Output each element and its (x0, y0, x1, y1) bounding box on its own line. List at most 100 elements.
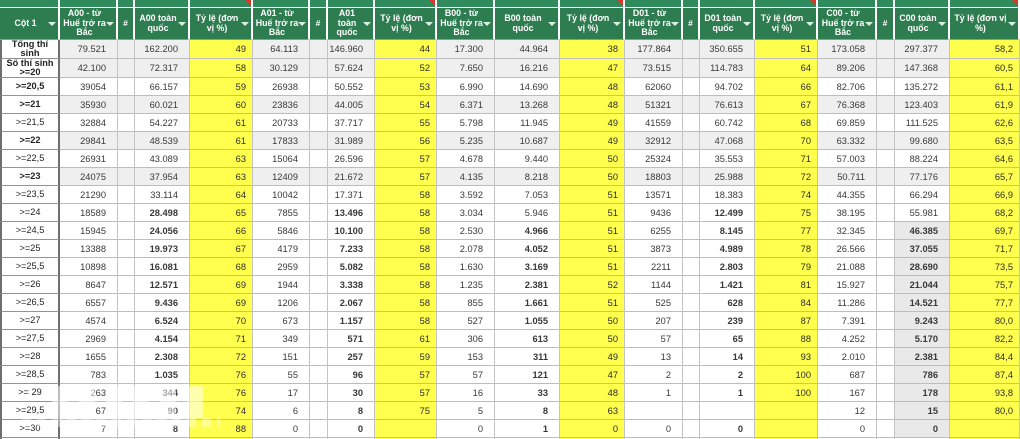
cell-a01_hash[interactable] (310, 132, 328, 150)
column-header-a00_hue[interactable]: A00 - từ Huế trở ra Bắc (60, 8, 118, 40)
cell-a00_tyle[interactable]: 60 (190, 96, 253, 114)
cell-label[interactable]: >=21 (0, 96, 60, 114)
cell-d01_hash[interactable] (683, 114, 700, 132)
filter-chevron-icon[interactable] (178, 21, 186, 26)
cell-a00_tyle[interactable]: 65 (190, 204, 253, 222)
cell-b00_tyle[interactable]: 48 (560, 96, 625, 114)
cell-d01_tyle[interactable]: 81 (755, 276, 818, 294)
cell-d01_hash[interactable] (683, 420, 700, 438)
cell-label[interactable]: >=25,5 (0, 258, 60, 276)
cell-b00_tq[interactable]: 4.966 (495, 222, 560, 240)
cell-d01_tq[interactable]: 1 (700, 384, 755, 402)
cell-b00_tyle[interactable]: 51 (560, 258, 625, 276)
cell-a01_tyle[interactable]: 58 (375, 258, 437, 276)
cell-c00_tyle[interactable]: 61,1 (950, 78, 1020, 96)
cell-a01_hue[interactable]: 15064 (253, 150, 310, 168)
cell-d01_tq[interactable]: 47.068 (700, 132, 755, 150)
cell-a01_tq[interactable]: 30 (328, 384, 375, 402)
cell-a01_tyle[interactable]: 58 (375, 294, 437, 312)
cell-a01_tq[interactable]: 17.371 (328, 186, 375, 204)
cell-c00_tyle[interactable] (950, 420, 1020, 438)
cell-d01_tq[interactable]: 18.383 (700, 186, 755, 204)
cell-b00_hue[interactable]: 7.650 (437, 59, 495, 78)
cell-b00_tq[interactable]: 4.052 (495, 240, 560, 258)
cell-c00_tq[interactable]: 786 (895, 366, 950, 384)
cell-a01_hue[interactable]: 23836 (253, 96, 310, 114)
cell-a01_hue[interactable]: 0 (253, 420, 310, 438)
cell-c00_tyle[interactable]: 71,7 (950, 240, 1020, 258)
cell-a01_tq[interactable]: 50.552 (328, 78, 375, 96)
cell-label[interactable]: >=23 (0, 168, 60, 186)
cell-a01_hue[interactable]: 12409 (253, 168, 310, 186)
cell-a01_tq[interactable]: 7.233 (328, 240, 375, 258)
cell-d01_tq[interactable]: 12.499 (700, 204, 755, 222)
cell-b00_tyle[interactable]: 51 (560, 204, 625, 222)
cell-a01_hue[interactable]: 10042 (253, 186, 310, 204)
cell-a00_hue[interactable]: 29841 (60, 132, 118, 150)
cell-a01_tq[interactable]: 257 (328, 348, 375, 366)
cell-c00_tq[interactable]: 178 (895, 384, 950, 402)
cell-a01_hash[interactable] (310, 96, 328, 114)
cell-d01_tyle[interactable]: 88 (755, 330, 818, 348)
cell-a00_tq[interactable]: 33.114 (135, 186, 190, 204)
cell-a00_hue[interactable]: 263 (60, 384, 118, 402)
filter-chevron-icon[interactable] (425, 21, 433, 26)
cell-a00_tq[interactable]: 28.498 (135, 204, 190, 222)
cell-c00_hue[interactable]: 15.927 (818, 276, 877, 294)
cell-b00_tq[interactable]: 33 (495, 384, 560, 402)
cell-b00_tyle[interactable]: 52 (560, 276, 625, 294)
cell-b00_tq[interactable]: 7.053 (495, 186, 560, 204)
cell-c00_tyle[interactable]: 93,8 (950, 384, 1020, 402)
column-header-d01_hue[interactable]: D01 - từ Huế trở ra Bắc (625, 8, 683, 40)
cell-b00_tyle[interactable]: 50 (560, 168, 625, 186)
cell-d01_tq[interactable]: 1.421 (700, 276, 755, 294)
cell-a01_tyle[interactable]: 59 (375, 348, 437, 366)
cell-c00_tyle[interactable]: 80,0 (950, 312, 1020, 330)
cell-label[interactable]: >=27,5 (0, 330, 60, 348)
cell-a00_hash[interactable] (118, 59, 135, 78)
cell-a01_hash[interactable] (310, 294, 328, 312)
cell-b00_tyle[interactable]: 50 (560, 312, 625, 330)
cell-b00_tyle[interactable]: 48 (560, 384, 625, 402)
cell-c00_hue[interactable]: 7.391 (818, 312, 877, 330)
cell-a00_tq[interactable]: 2.308 (135, 348, 190, 366)
cell-label[interactable]: >=20,5 (0, 78, 60, 96)
cell-a01_hue[interactable]: 673 (253, 312, 310, 330)
cell-b00_tyle[interactable]: 50 (560, 330, 625, 348)
cell-c00_hash[interactable] (877, 168, 895, 186)
cell-a01_tyle[interactable]: 57 (375, 384, 437, 402)
cell-d01_hash[interactable] (683, 276, 700, 294)
cell-b00_hue[interactable]: 5.798 (437, 114, 495, 132)
cell-a01_tyle[interactable]: 58 (375, 312, 437, 330)
cell-a00_tyle[interactable]: 70 (190, 312, 253, 330)
cell-c00_hash[interactable] (877, 240, 895, 258)
cell-label[interactable]: >=25 (0, 240, 60, 258)
cell-b00_hue[interactable]: 5.235 (437, 132, 495, 150)
cell-d01_tyle[interactable]: 68 (755, 114, 818, 132)
cell-d01_hue[interactable]: 13 (625, 348, 683, 366)
cell-label[interactable]: >=28 (0, 348, 60, 366)
cell-d01_tq[interactable]: 114.783 (700, 59, 755, 78)
cell-b00_tq[interactable]: 44.964 (495, 40, 560, 59)
cell-a00_hue[interactable]: 35930 (60, 96, 118, 114)
cell-d01_hue[interactable]: 25324 (625, 150, 683, 168)
column-header-a00_tyle[interactable]: Tỷ lệ (đơn vị %) (190, 8, 253, 40)
filter-chevron-icon[interactable] (363, 21, 371, 26)
cell-c00_hue[interactable]: 38.195 (818, 204, 877, 222)
cell-d01_tyle[interactable]: 70 (755, 132, 818, 150)
cell-a00_tyle[interactable]: 71 (190, 330, 253, 348)
cell-c00_tyle[interactable]: 61,9 (950, 96, 1020, 114)
cell-d01_tyle[interactable]: 78 (755, 240, 818, 258)
cell-a01_hue[interactable]: 20733 (253, 114, 310, 132)
cell-d01_tyle[interactable]: 64 (755, 59, 818, 78)
cell-b00_tq[interactable]: 3.169 (495, 258, 560, 276)
column-header-d01_tq[interactable]: D01 toàn quốc (700, 8, 755, 40)
cell-a00_hash[interactable] (118, 312, 135, 330)
cell-a00_tyle[interactable]: 66 (190, 222, 253, 240)
cell-a00_tyle[interactable]: 76 (190, 384, 253, 402)
cell-a01_hash[interactable] (310, 114, 328, 132)
cell-a00_hue[interactable]: 4574 (60, 312, 118, 330)
cell-label[interactable]: >=22 (0, 132, 60, 150)
cell-b00_tyle[interactable]: 49 (560, 132, 625, 150)
cell-c00_hue[interactable]: 26.566 (818, 240, 877, 258)
